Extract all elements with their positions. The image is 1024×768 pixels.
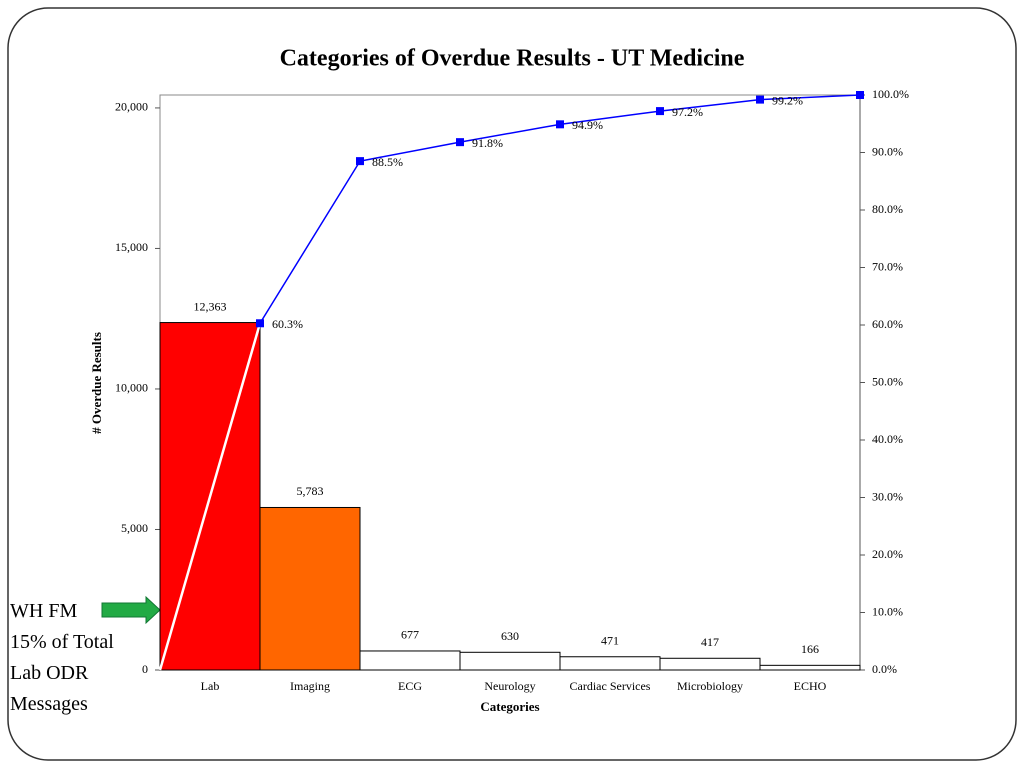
bar: [259, 506, 361, 671]
chart-title: Categories of Overdue Results - UT Medic…: [280, 46, 745, 72]
y-tick-label: 20,000: [115, 100, 148, 114]
cumulative-label: 97.2%: [672, 105, 703, 119]
bar-value-label: 166: [801, 642, 819, 656]
cumulative-label: 91.8%: [472, 136, 503, 150]
cumulative-label: 60.3%: [272, 317, 303, 331]
y-tick-label: 0: [142, 662, 148, 676]
bar: [559, 656, 661, 671]
x-tick-label: ECHO: [794, 679, 827, 693]
annotation-line: WH FM: [10, 600, 77, 622]
bar-value-label: 677: [401, 628, 419, 642]
y2-tick-label: 30.0%: [872, 489, 903, 503]
cumulative-start: [158, 322, 262, 671]
x-tick-label: Lab: [201, 679, 220, 693]
y2-tick-label: 100.0%: [872, 87, 909, 101]
x-tick-label: Cardiac Services: [570, 679, 651, 693]
y-tick-label: 5,000: [121, 521, 148, 535]
bar-value-label: 12,363: [194, 299, 227, 313]
bar: [459, 651, 561, 671]
annotation-line: Lab ODR: [10, 662, 89, 684]
y2-tick-label: 0.0%: [872, 662, 897, 676]
y2-tick-label: 10.0%: [872, 604, 903, 618]
y-tick-label: 10,000: [115, 381, 148, 395]
bar: [359, 650, 461, 671]
bar: [759, 664, 861, 671]
cumulative-marker: [256, 319, 264, 328]
cumulative-marker: [556, 120, 564, 129]
y2-tick-label: 60.0%: [872, 317, 903, 331]
x-tick-label: Imaging: [290, 679, 330, 693]
bar-value-label: 471: [601, 634, 619, 648]
y-axis-title: # Overdue Results: [89, 332, 104, 434]
cumulative-label: 99.2%: [772, 93, 803, 107]
cumulative-marker: [756, 95, 764, 104]
cumulative-marker: [356, 157, 364, 166]
x-tick-label: ECG: [398, 679, 422, 693]
cumulative-marker: [856, 91, 864, 99]
cumulative-marker: [656, 107, 664, 116]
x-tick-label: Neurology: [484, 679, 535, 693]
y2-tick-label: 20.0%: [872, 547, 903, 561]
bar-value-label: 630: [501, 629, 519, 643]
slide-frame: [7, 7, 1017, 761]
cumulative-label: 88.5%: [372, 155, 403, 169]
cumulative-marker: [456, 138, 464, 147]
y2-tick-label: 50.0%: [872, 374, 903, 388]
y2-tick-label: 80.0%: [872, 202, 903, 216]
annotation-arrow: [101, 595, 161, 625]
bar-value-label: 5,783: [297, 484, 324, 498]
annotation-line: Messages: [10, 693, 88, 715]
y2-tick-label: 70.0%: [872, 259, 903, 273]
y2-tick-label: 90.0%: [872, 144, 903, 158]
bar: [659, 657, 761, 671]
y2-tick-label: 40.0%: [872, 432, 903, 446]
bar-value-label: 417: [701, 635, 719, 649]
x-axis-title: Categories: [480, 699, 539, 714]
y-tick-label: 15,000: [115, 240, 148, 254]
annotation-line: 15% of Total: [10, 631, 114, 653]
cumulative-label: 94.9%: [572, 118, 603, 132]
x-tick-label: Microbiology: [677, 679, 743, 693]
